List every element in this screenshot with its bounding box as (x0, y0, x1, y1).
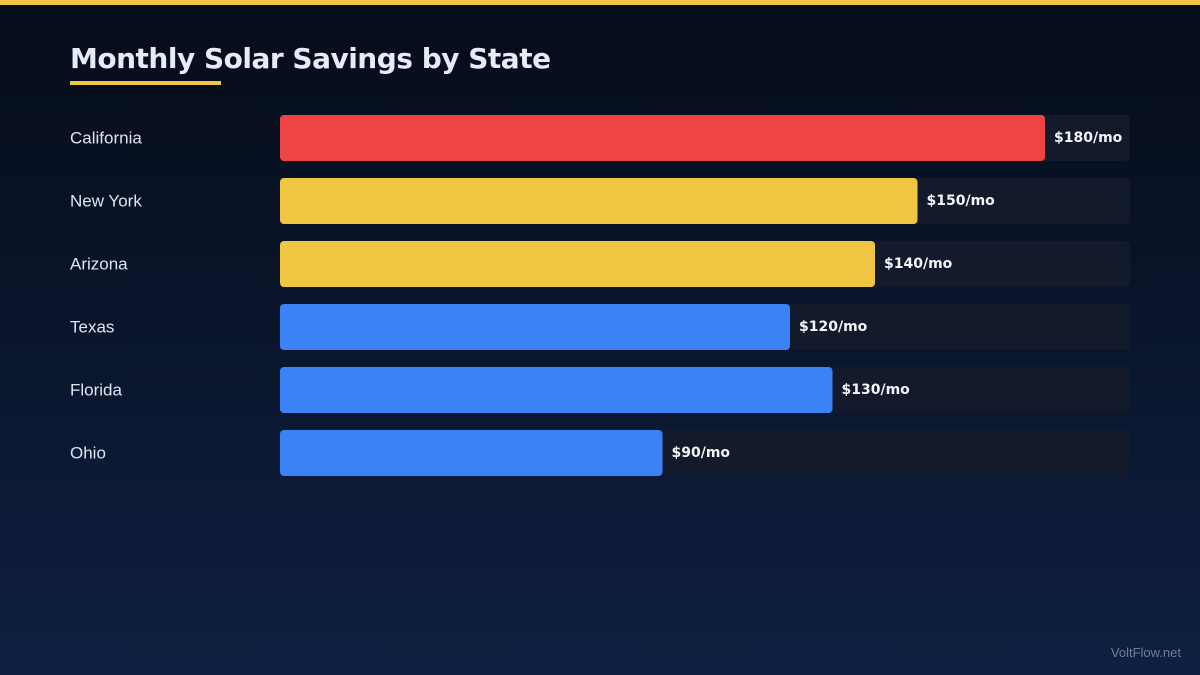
category-label: California (70, 129, 142, 148)
value-label: $180/mo (1054, 130, 1123, 146)
value-label: $120/mo (799, 319, 868, 335)
bar-ohio (280, 430, 663, 476)
title-underline (70, 81, 221, 85)
bar-arizona (280, 241, 875, 287)
bar-florida (280, 367, 833, 413)
category-label: Ohio (70, 444, 106, 463)
category-label: Texas (70, 318, 114, 337)
top-accent-bar (0, 0, 1200, 5)
category-label: Florida (70, 381, 123, 400)
bar-new-york (280, 178, 918, 224)
category-label: Arizona (70, 255, 128, 274)
value-label: $140/mo (884, 256, 953, 272)
value-label: $150/mo (927, 193, 996, 209)
bar-california (280, 115, 1045, 161)
bar-texas (280, 304, 790, 350)
chart-title: Monthly Solar Savings by State (70, 42, 551, 75)
site-footer: VoltFlow.net (1110, 645, 1181, 660)
value-label: $130/mo (842, 382, 911, 398)
category-label: New York (70, 192, 142, 211)
value-label: $90/mo (672, 445, 731, 461)
